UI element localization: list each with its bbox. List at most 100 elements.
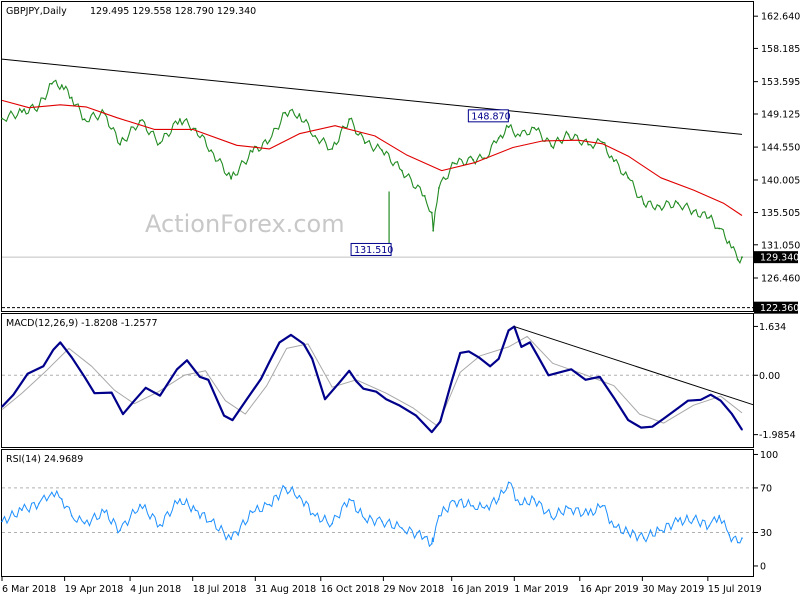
- rsi-point: [1, 520, 3, 523]
- price-layer: 148.870 131.510: [1, 58, 743, 264]
- macd-point: [613, 396, 615, 399]
- rsi-panel-frame: [1, 449, 754, 577]
- rsi-point: [643, 537, 645, 539]
- price-panel-frame: [1, 1, 754, 312]
- rsi-y-tick-label: 30: [760, 528, 772, 539]
- x-tick-label: 18 Jul 2018: [193, 584, 247, 595]
- price-annotation: 131.510: [350, 191, 393, 256]
- price-point: [21, 111, 23, 113]
- price-y-tick-label: 162.640: [761, 12, 800, 23]
- macd-point: [348, 370, 351, 372]
- rsi-point: [61, 498, 63, 500]
- rsi-point: [519, 503, 521, 506]
- current-price-label: 129.340: [760, 253, 799, 264]
- price-point: [438, 187, 440, 189]
- rsi-label: RSI(14) 24.9689: [6, 454, 83, 465]
- annotation-label: 131.510: [354, 245, 393, 256]
- x-tick-label: 30 May 2019: [642, 584, 704, 595]
- macd-point: [507, 329, 510, 332]
- price-point: [298, 113, 301, 116]
- rsi-point: [51, 491, 53, 494]
- price-point: [736, 258, 739, 261]
- price-trendline: [1, 58, 743, 135]
- rsi-point: [567, 507, 570, 509]
- price-point: [230, 177, 233, 180]
- macd-point: [144, 387, 147, 389]
- x-tick-label: 19 Apr 2018: [65, 584, 124, 595]
- price-point: [533, 127, 536, 129]
- x-tick-label: 31 Aug 2018: [255, 584, 316, 595]
- price-point: [268, 140, 271, 142]
- macd-point: [537, 356, 540, 359]
- macd-point: [83, 376, 86, 378]
- rsi-point: [423, 536, 426, 538]
- price-point: [251, 150, 254, 153]
- rsi-point: [381, 520, 383, 523]
- price-point: [348, 118, 351, 121]
- x-tick-label: 16 Jan 2019: [452, 584, 509, 595]
- rsi-point: [438, 515, 440, 517]
- rsi-point: [453, 500, 456, 503]
- rsi-point: [677, 520, 679, 523]
- macd-point: [677, 407, 679, 409]
- x-tick-label: 1 Mar 2019: [514, 584, 568, 595]
- macd-label: MACD(12,26,9) -1.8208 -1.2577: [6, 318, 158, 329]
- macd-point: [207, 379, 210, 381]
- rsi-point: [83, 522, 86, 525]
- macd-point: [627, 419, 629, 421]
- macd-point: [385, 398, 388, 401]
- macd-point: [42, 365, 45, 368]
- rsi-point: [432, 540, 435, 543]
- macd-line: [1, 325, 743, 434]
- rsi-line: [1, 481, 743, 548]
- annotation-label: 148.870: [471, 111, 510, 122]
- price-point: [381, 149, 383, 152]
- price-point: [159, 142, 161, 145]
- macd-point: [719, 399, 722, 402]
- price-point: [708, 216, 711, 219]
- price-y-tick-label: 131.050: [761, 240, 800, 251]
- macd-point: [290, 334, 292, 336]
- rsi-point: [472, 505, 474, 507]
- rsi-point: [401, 527, 403, 529]
- rsi-point: [251, 511, 254, 514]
- macd-point: [398, 404, 400, 407]
- rsi-y-tick-label: 100: [760, 450, 778, 461]
- price-point: [741, 256, 743, 259]
- macd-point: [584, 379, 587, 381]
- macd-point: [110, 391, 113, 394]
- price-point: [210, 149, 213, 152]
- watermark: ActionForex.com: [145, 210, 345, 238]
- x-tick-label: 4 Jun 2018: [130, 584, 181, 595]
- price-point: [587, 143, 590, 146]
- price-point: [119, 143, 121, 146]
- macd-point: [122, 413, 124, 415]
- price-point: [1, 117, 3, 120]
- x-tick-label: 15 Jul 2019: [708, 584, 762, 595]
- macd-point: [186, 359, 188, 362]
- rsi-point: [298, 494, 301, 497]
- rsi-point: [587, 513, 590, 516]
- rsi-point: [533, 498, 535, 500]
- price-gridlines: [2, 256, 753, 309]
- price-point: [50, 82, 53, 85]
- macd-point: [439, 420, 442, 423]
- price-point: [401, 169, 403, 172]
- rsi-point: [627, 531, 629, 534]
- rsi-point: [364, 518, 366, 520]
- macd-point: [741, 428, 743, 431]
- price-point: [284, 111, 287, 114]
- macd-y-tick-label: -1.9854: [759, 430, 796, 441]
- annotation-box: [467, 109, 509, 123]
- macd-point: [355, 380, 358, 383]
- price-point: [179, 118, 181, 121]
- price-y-tick-label: 140.005: [761, 175, 800, 186]
- price-point: [728, 240, 731, 243]
- rsi-point: [331, 522, 334, 525]
- price-point: [432, 229, 435, 232]
- macd-y-tick-label: 0.00: [759, 371, 780, 382]
- macd-point: [520, 346, 523, 348]
- macd-point: [1, 405, 3, 408]
- macd-point: [199, 376, 201, 378]
